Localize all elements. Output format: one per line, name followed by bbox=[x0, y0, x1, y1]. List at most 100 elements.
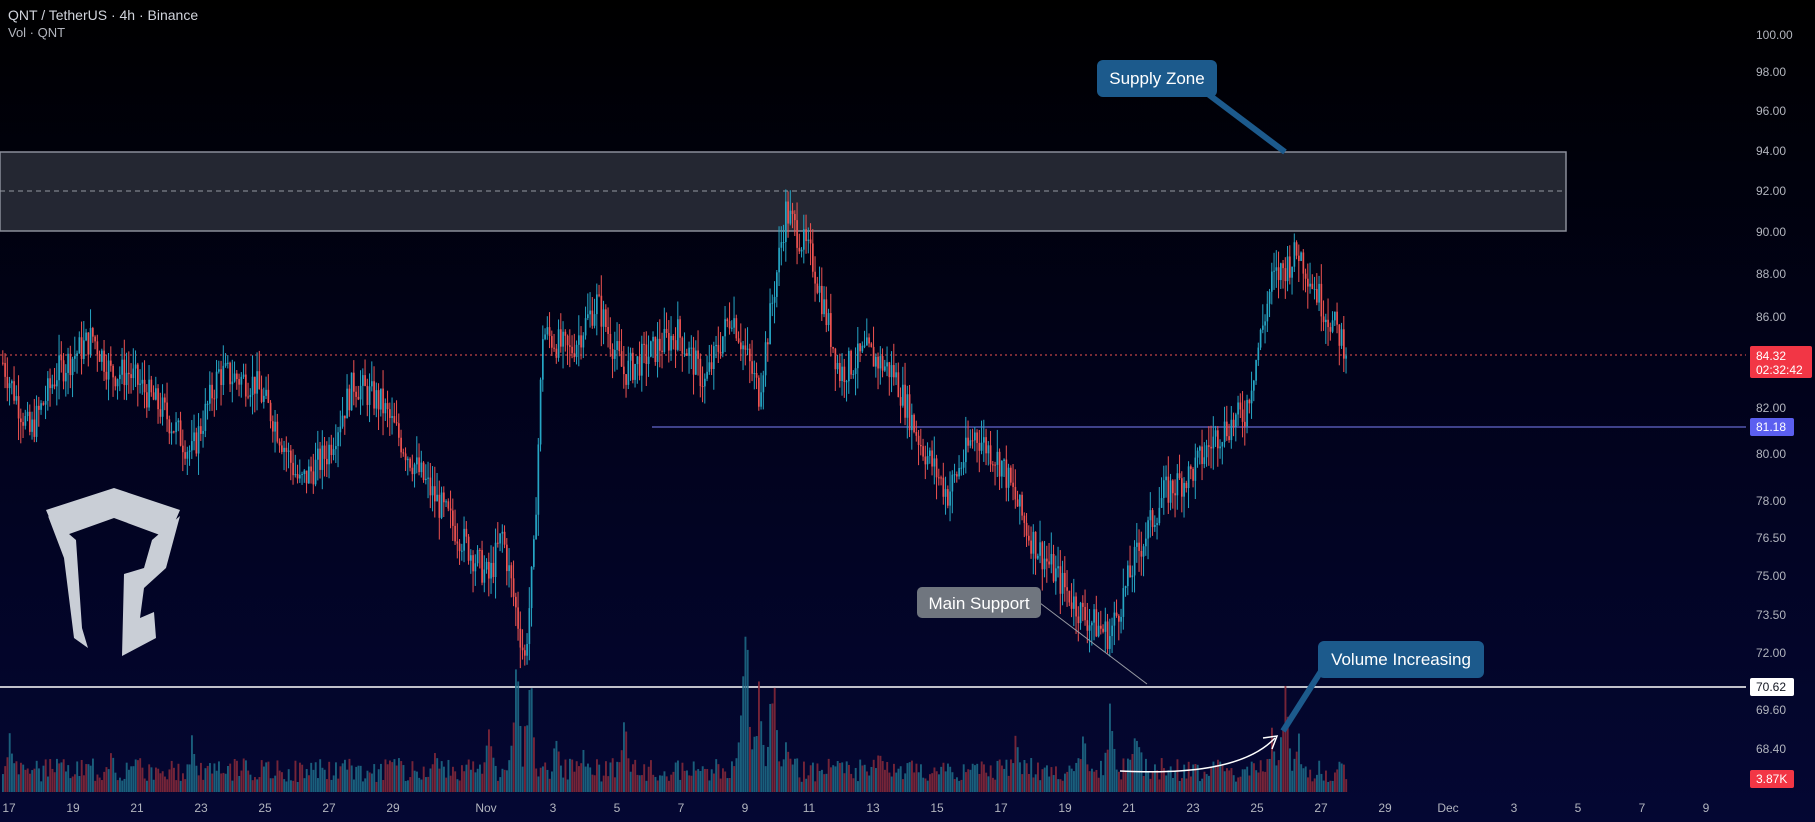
volume-bar bbox=[260, 760, 263, 792]
volume-bar bbox=[704, 768, 706, 792]
candle-body bbox=[218, 369, 220, 372]
volume-bar bbox=[384, 759, 387, 792]
volume-tag bbox=[1750, 770, 1794, 788]
candle-body bbox=[98, 354, 101, 362]
candle-body bbox=[1205, 445, 1208, 458]
candle-body bbox=[112, 365, 114, 378]
price-tick-label: 73.50 bbox=[1756, 608, 1786, 622]
volume-bar bbox=[623, 722, 625, 792]
volume-bar bbox=[1300, 764, 1303, 792]
volume-bar bbox=[258, 777, 261, 792]
volume-bar bbox=[926, 780, 929, 792]
candle-body bbox=[778, 247, 780, 273]
candle-body bbox=[418, 457, 420, 473]
volume-bar bbox=[447, 759, 450, 792]
candle-body bbox=[6, 376, 9, 389]
candle-body bbox=[832, 346, 834, 349]
volume-bar bbox=[524, 726, 526, 792]
volume-bar bbox=[782, 759, 785, 792]
candle-body bbox=[195, 432, 198, 454]
support-value: 70.62 bbox=[1756, 680, 1786, 694]
candle-body bbox=[593, 314, 596, 326]
candle-body bbox=[123, 359, 126, 386]
volume-value: 3.87K bbox=[1756, 772, 1787, 786]
candle-body bbox=[508, 565, 510, 572]
supply-zone-callout[interactable] bbox=[1097, 60, 1217, 97]
candle-body bbox=[1244, 421, 1246, 427]
candle-body bbox=[119, 374, 121, 380]
candle-body bbox=[553, 347, 555, 349]
candle-body bbox=[211, 384, 213, 399]
volume-bar bbox=[83, 775, 85, 792]
volume-bar bbox=[1113, 748, 1116, 792]
volume-bar bbox=[58, 763, 61, 792]
volume-bar bbox=[1318, 760, 1321, 792]
candle-body bbox=[796, 220, 798, 248]
price-axis[interactable]: 100.00 98.00 96.00 94.00 92.00 90.00 88.00 86.0… bbox=[1756, 28, 1793, 756]
candle-body bbox=[179, 420, 182, 446]
volume-bar bbox=[645, 780, 648, 792]
candle-body bbox=[1034, 531, 1037, 559]
volume-bar bbox=[42, 765, 45, 792]
candle-body bbox=[341, 415, 344, 427]
volume-bar bbox=[94, 780, 97, 792]
candle-body bbox=[92, 328, 94, 337]
volume-bar bbox=[452, 766, 454, 792]
level-tag bbox=[1750, 418, 1794, 436]
time-axis[interactable]: 17 19 21 23 25 27 29 Nov 3 5 7 9 11 13 15 17 19 21 23 25 27 2… bbox=[2, 801, 1709, 815]
volume-bar bbox=[1219, 761, 1222, 792]
volume-bar bbox=[458, 780, 461, 792]
volume-bar bbox=[92, 758, 94, 792]
candle-body bbox=[443, 492, 445, 503]
candle-body bbox=[656, 338, 659, 363]
volume-bar bbox=[11, 753, 13, 792]
volume-bar bbox=[337, 778, 340, 792]
candle-body bbox=[94, 336, 96, 342]
candle-body bbox=[1001, 460, 1003, 477]
volume-bar bbox=[1122, 758, 1125, 792]
volume-bar bbox=[391, 762, 394, 792]
candle-body bbox=[762, 375, 765, 393]
candle-body bbox=[1293, 242, 1296, 267]
main-support-callout[interactable] bbox=[917, 587, 1041, 618]
volume-bar bbox=[330, 779, 333, 792]
volume-bar bbox=[1237, 777, 1240, 792]
candle-body bbox=[67, 353, 69, 373]
volume-bar bbox=[983, 764, 985, 792]
volume-bar bbox=[951, 772, 954, 792]
volume-bar bbox=[571, 759, 574, 792]
volume-bar bbox=[89, 765, 92, 792]
volume-bar bbox=[501, 768, 504, 792]
volume-bar bbox=[483, 762, 486, 792]
volume-bar bbox=[107, 769, 110, 792]
volume-bar bbox=[2, 774, 4, 792]
volume-bar bbox=[1226, 768, 1228, 792]
time-tick-label: 9 bbox=[742, 801, 749, 815]
candle-body bbox=[389, 409, 391, 418]
candle-body bbox=[15, 396, 18, 401]
volume-indicator-label[interactable]: Vol · QNT bbox=[8, 25, 66, 40]
candle-body bbox=[872, 346, 875, 367]
volume-bar bbox=[499, 777, 502, 792]
volume-bar bbox=[373, 764, 376, 792]
candle-body bbox=[942, 477, 945, 497]
candle-body bbox=[328, 444, 330, 465]
candle-body bbox=[501, 531, 504, 534]
volume-bar bbox=[1001, 765, 1003, 792]
symbol-title[interactable]: QNT / TetherUS · 4h · Binance bbox=[8, 7, 199, 23]
volume-bar bbox=[1012, 763, 1015, 792]
volume-bar bbox=[917, 772, 920, 792]
candle-body bbox=[1142, 546, 1145, 557]
volume-bar bbox=[1304, 766, 1307, 792]
volume-bar bbox=[33, 768, 36, 792]
volume-bar bbox=[357, 765, 360, 792]
candle-body bbox=[749, 348, 751, 362]
candle-body bbox=[40, 403, 42, 410]
volume-increasing-callout[interactable] bbox=[1318, 641, 1484, 678]
candle-body bbox=[1302, 252, 1305, 274]
symbol-header: QNT / TetherUS · 4h · Binance Vol · QNT bbox=[8, 7, 198, 41]
candle-body bbox=[1158, 507, 1161, 524]
candle-body bbox=[1291, 266, 1293, 278]
candle-body bbox=[51, 384, 54, 389]
